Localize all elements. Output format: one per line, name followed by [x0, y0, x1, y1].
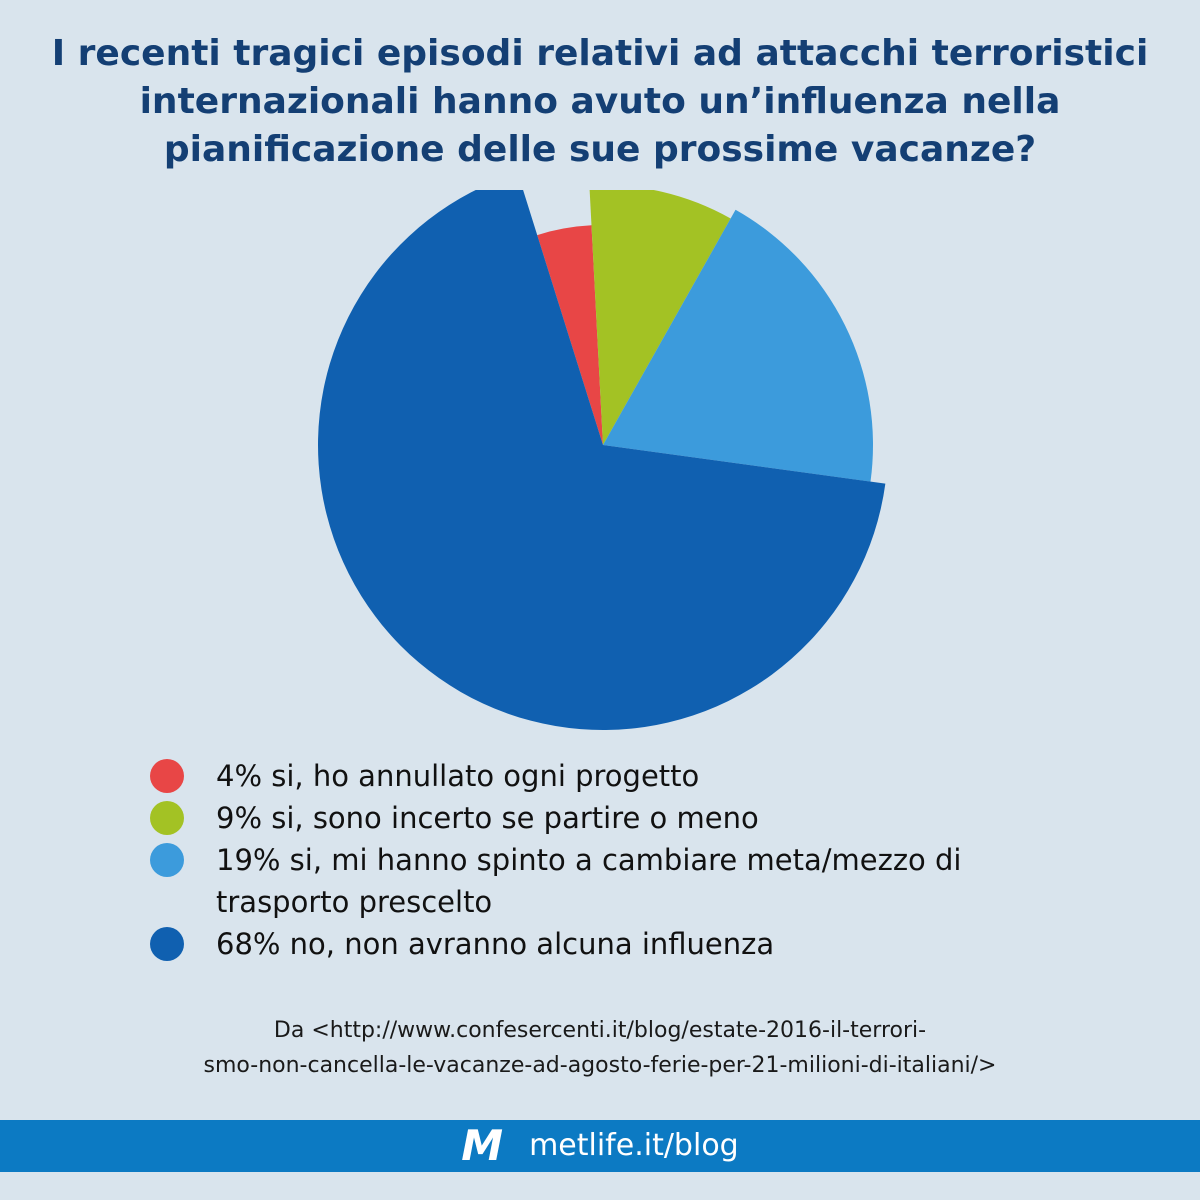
metlife-logo: M: [461, 1121, 504, 1170]
source-citation: Da <http://www.confesercenti.it/blog/est…: [40, 1013, 1160, 1083]
legend-label: 68% no, non avranno alcuna influenza: [216, 927, 775, 961]
legend-item: 4% si, ho annullato ogni progetto: [150, 755, 1110, 797]
pie-chart: [318, 190, 886, 730]
footer-bar: M metlife.it/blog: [0, 1120, 1200, 1172]
legend-label: 19% si, mi hanno spinto a cambiare meta/…: [216, 843, 962, 919]
chart-title: I recenti tragici episodi relativi ad at…: [40, 30, 1160, 174]
legend-swatch: [150, 759, 184, 793]
legend-item: 9% si, sono incerto se partire o meno: [150, 797, 1110, 839]
title-line: internazionali hanno avuto un’influenza …: [139, 81, 1061, 122]
source-line: smo-non-cancella-le-vacanze-ad-agosto-fe…: [203, 1053, 997, 1078]
footer-url[interactable]: metlife.it/blog: [529, 1128, 739, 1163]
title-line: pianificazione delle sue prossime vacanz…: [163, 129, 1037, 170]
legend-label: 9% si, sono incerto se partire o meno: [216, 801, 759, 835]
legend: 4% si, ho annullato ogni progetto 9% si,…: [150, 755, 1110, 965]
legend-swatch: [150, 843, 184, 877]
legend-swatch: [150, 927, 184, 961]
pie-slice-1: [537, 225, 603, 445]
legend-label: 4% si, ho annullato ogni progetto: [216, 759, 700, 793]
pie-slice-4: [318, 190, 886, 730]
title-line: I recenti tragici episodi relativi ad at…: [51, 33, 1149, 74]
legend-item: 68% no, non avranno alcuna influenza: [150, 923, 1110, 965]
legend-swatch: [150, 801, 184, 835]
source-line: Da <http://www.confesercenti.it/blog/est…: [273, 1018, 927, 1043]
pie-slice-3: [603, 209, 873, 482]
pie-slice-2: [589, 190, 731, 445]
legend-item: 19% si, mi hanno spinto a cambiare meta/…: [150, 839, 1110, 923]
